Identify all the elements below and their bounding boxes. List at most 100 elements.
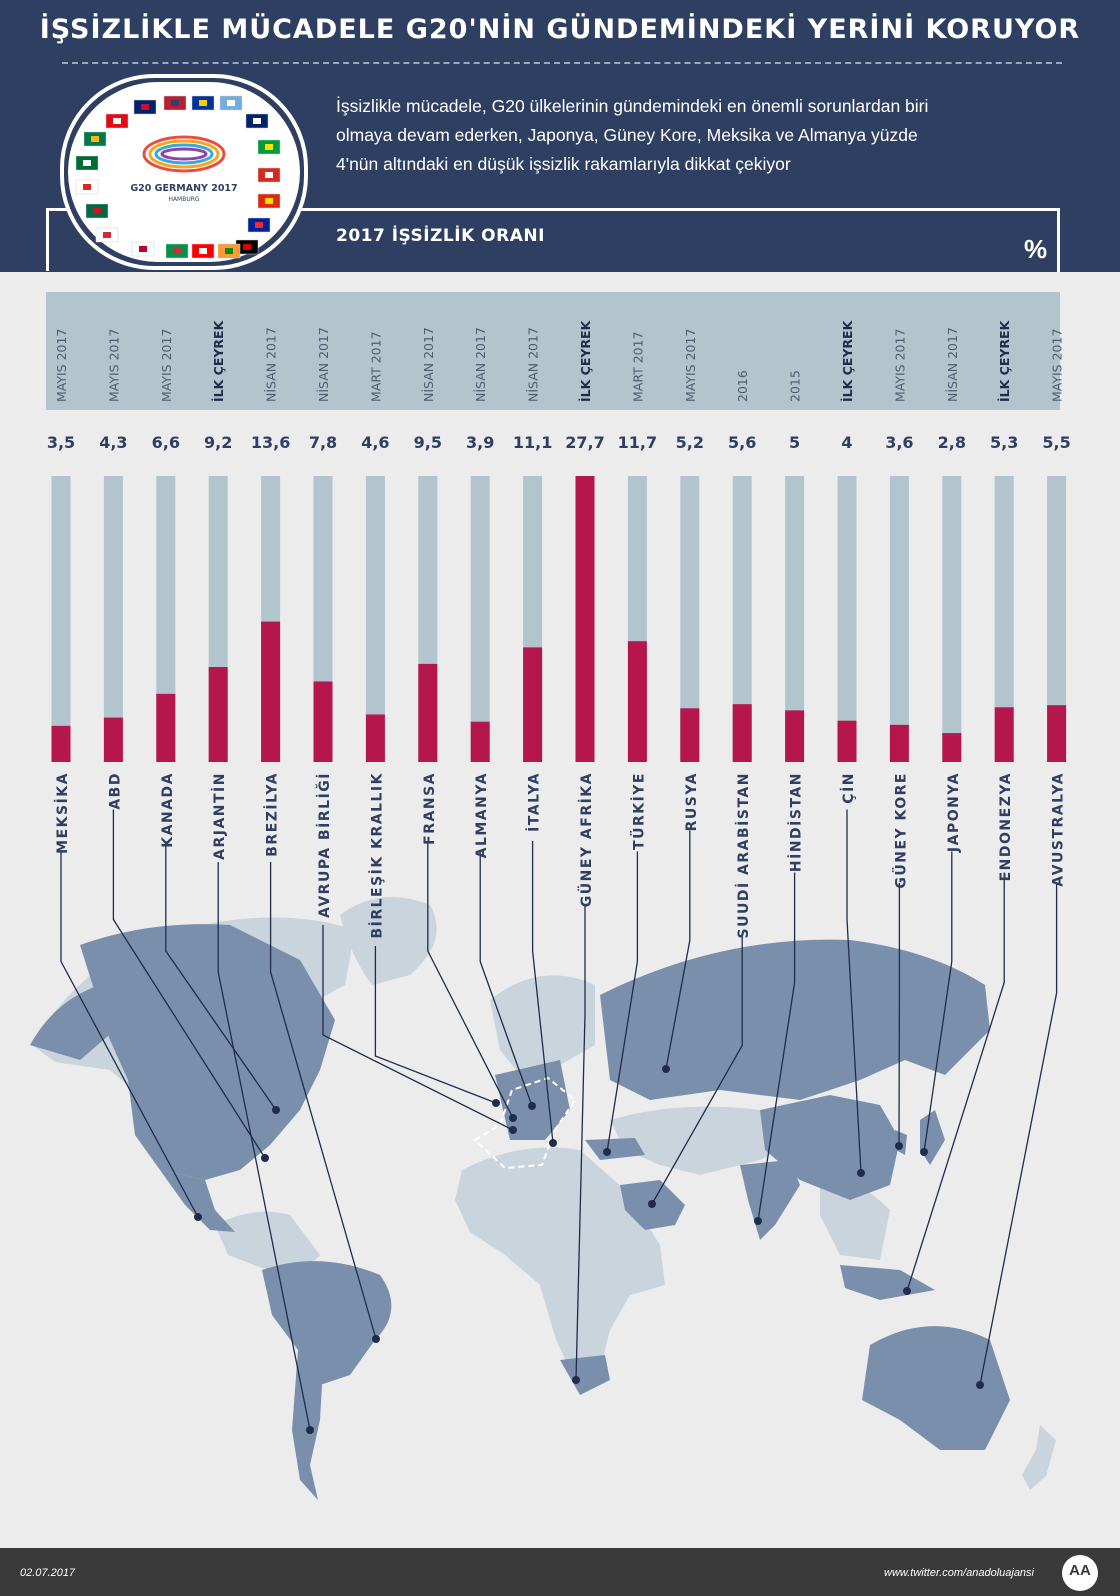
bar-value-label: 3,9: [466, 433, 494, 452]
footer-website[interactable]: www.twitter.com/anadoluajansi: [884, 1567, 1034, 1579]
map-land-south-america-north: [215, 1211, 320, 1275]
country-label: ÇİN: [840, 772, 857, 804]
period-label: MAYIS 2017: [683, 329, 698, 402]
country-label: AVRUPA BİRLİĞİ: [315, 772, 333, 918]
bar-value-label: 13,6: [251, 433, 290, 452]
period-label: NİSAN 2017: [526, 327, 541, 402]
logo-subtitle: HAMBURG: [168, 196, 199, 203]
period-label: NİSAN 2017: [264, 327, 279, 402]
bar-track: [51, 476, 71, 762]
map-land-western-europe: [495, 1060, 570, 1140]
map-land-india: [740, 1160, 800, 1240]
country-label: ALMANYA: [474, 772, 490, 858]
leader-line: [531, 841, 554, 1144]
g20-logo-frame: [60, 74, 308, 270]
leader-line: [427, 841, 514, 1119]
period-label: 2015: [788, 370, 803, 402]
leader-line: [479, 851, 533, 1107]
map-land-usa-canada: [80, 924, 335, 1180]
title-divider: [62, 62, 1062, 64]
chart-title: 2017 İŞSİZLİK ORANI: [336, 226, 545, 246]
bar-value-label: 2,8: [938, 433, 966, 452]
bar-track: [837, 476, 857, 762]
leader-line: [165, 841, 277, 1111]
country-dot: [572, 1376, 580, 1384]
period-label: NİSAN 2017: [473, 327, 488, 402]
bar-value-label: 5,3: [990, 433, 1018, 452]
bar-value-label: 5,2: [676, 433, 704, 452]
unemployment-chart: MAYIS 2017 3,5 MEKSİKA MAYIS 2017 4,3 ABD MAYI…: [30, 319, 1071, 1500]
period-label: NİSAN 2017: [316, 327, 331, 402]
flag-emblem: [243, 244, 251, 250]
bar: [994, 707, 1014, 762]
flag-emblem: [139, 246, 147, 252]
flag-emblem: [103, 232, 111, 238]
leader-line: [112, 809, 266, 1159]
bar-value-label: 5,5: [1042, 433, 1070, 452]
bar: [942, 733, 962, 762]
flag-emblem: [199, 100, 207, 106]
map-land-middle-east: [610, 1106, 800, 1175]
period-label: MAYIS 2017: [54, 329, 69, 402]
map-land-alaska: [30, 985, 115, 1060]
anadolu-logo-text: AA: [1069, 1562, 1091, 1579]
flag-emblem: [265, 144, 273, 150]
country-dot: [194, 1213, 202, 1221]
description-line-1: İşsizlikle mücadele, G20 ülkelerinin gün…: [336, 96, 929, 116]
bar: [627, 641, 647, 762]
country-dot: [306, 1426, 314, 1434]
leader-line: [575, 904, 586, 1381]
bar: [680, 708, 700, 762]
eu-dashed-outline: [473, 1076, 577, 1170]
bar-value-label: 4,6: [361, 433, 389, 452]
country-label: SUUDİ ARABİSTAN: [735, 772, 752, 938]
period-label: MAYIS 2017: [159, 329, 174, 402]
g20-logo-art: G20 GERMANY 2017 HAMBURG: [75, 95, 281, 259]
flag-emblem: [199, 248, 207, 254]
country-dot: [372, 1335, 380, 1343]
footer-date: 02.07.2017: [20, 1567, 76, 1579]
country-dot: [261, 1154, 269, 1162]
bar-value-label: 11,1: [513, 433, 552, 452]
leader-line: [217, 862, 311, 1431]
country-dot: [549, 1139, 557, 1147]
country-dot: [662, 1065, 670, 1073]
anadolu-logo-icon: [1062, 1555, 1098, 1591]
bar-track: [1047, 476, 1067, 762]
flag-emblem: [83, 184, 91, 190]
leader-line: [979, 883, 1058, 1386]
bar: [365, 714, 385, 762]
bar-track: [156, 476, 176, 762]
bar: [732, 704, 752, 762]
logo-title: G20 GERMANY 2017: [130, 183, 237, 194]
bar: [51, 725, 71, 762]
flag-emblem: [171, 100, 179, 106]
flag-emblem: [113, 118, 121, 124]
bar-value-label: 3,5: [47, 433, 75, 452]
leader-lines: [60, 809, 1058, 1434]
country-label: HİNDİSTAN: [788, 772, 805, 872]
flag-emblem: [93, 208, 101, 214]
country-label: İTALYA: [526, 772, 543, 832]
band-rule: [300, 208, 1060, 211]
bar-value-label: 6,6: [152, 433, 180, 452]
bar-track: [470, 476, 490, 762]
country-dot: [528, 1102, 536, 1110]
bar-track: [365, 476, 385, 762]
bar: [418, 663, 438, 762]
description-line-3: 4'nün altındaki en düşük işsizlik rakaml…: [336, 154, 791, 174]
country-dot: [648, 1200, 656, 1208]
country-label: RUSYA: [684, 772, 700, 831]
map-land-argentina: [292, 1350, 322, 1500]
country-label: KANADA: [160, 772, 176, 848]
map-land-europe: [490, 975, 595, 1075]
map-land-russia: [600, 939, 990, 1100]
flag-emblem: [225, 248, 233, 254]
page-title: İŞSİZLİKLE MÜCADELE G20'NİN GÜNDEMİNDEKİ…: [39, 14, 1081, 45]
bar-group: MAYIS 2017 3,5 MEKSİKA MAYIS 2017 4,3 ABD MAYI…: [47, 319, 1071, 938]
period-label: MART 2017: [630, 331, 645, 402]
description: İşsizlikle mücadele, G20 ülkelerinin gün…: [336, 92, 1076, 179]
leader-line: [923, 851, 953, 1153]
country-label: ENDONEZYA: [998, 772, 1014, 881]
bar-track: [785, 476, 805, 762]
